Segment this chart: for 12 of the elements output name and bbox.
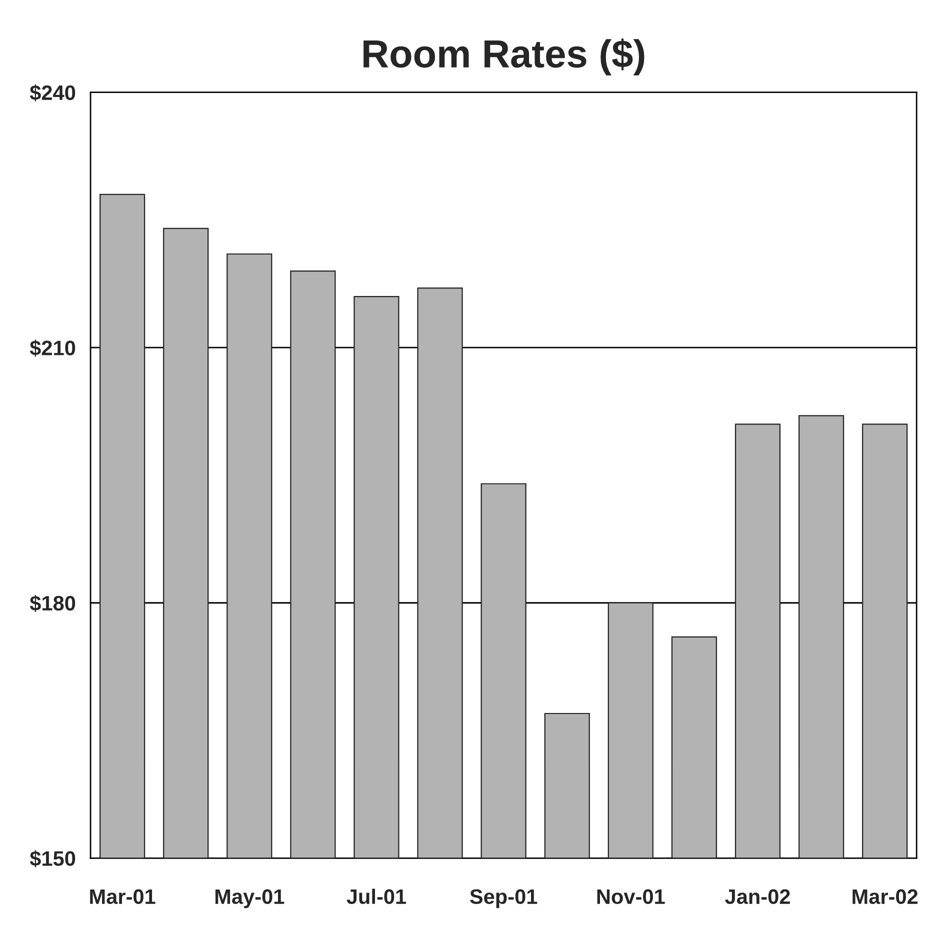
x-tick-label: Sep-01 bbox=[470, 889, 538, 908]
y-tick-label: $180 bbox=[30, 594, 76, 612]
y-tick-label: $240 bbox=[30, 84, 76, 102]
x-tick-label: Jul-01 bbox=[346, 888, 406, 904]
x-tick-label: Mar-02 bbox=[852, 889, 918, 904]
y-tick-label: $210 bbox=[30, 340, 76, 357]
x-tick-label: May-01 bbox=[215, 889, 284, 908]
chart-title: Room Rates ($) bbox=[364, 38, 644, 76]
y-tick-label: $150 bbox=[30, 850, 76, 868]
x-tick-label: Mar-01 bbox=[90, 889, 156, 904]
x-tick-label: Jan-02 bbox=[725, 889, 790, 904]
x-tick-label: Nov-01 bbox=[597, 889, 665, 904]
